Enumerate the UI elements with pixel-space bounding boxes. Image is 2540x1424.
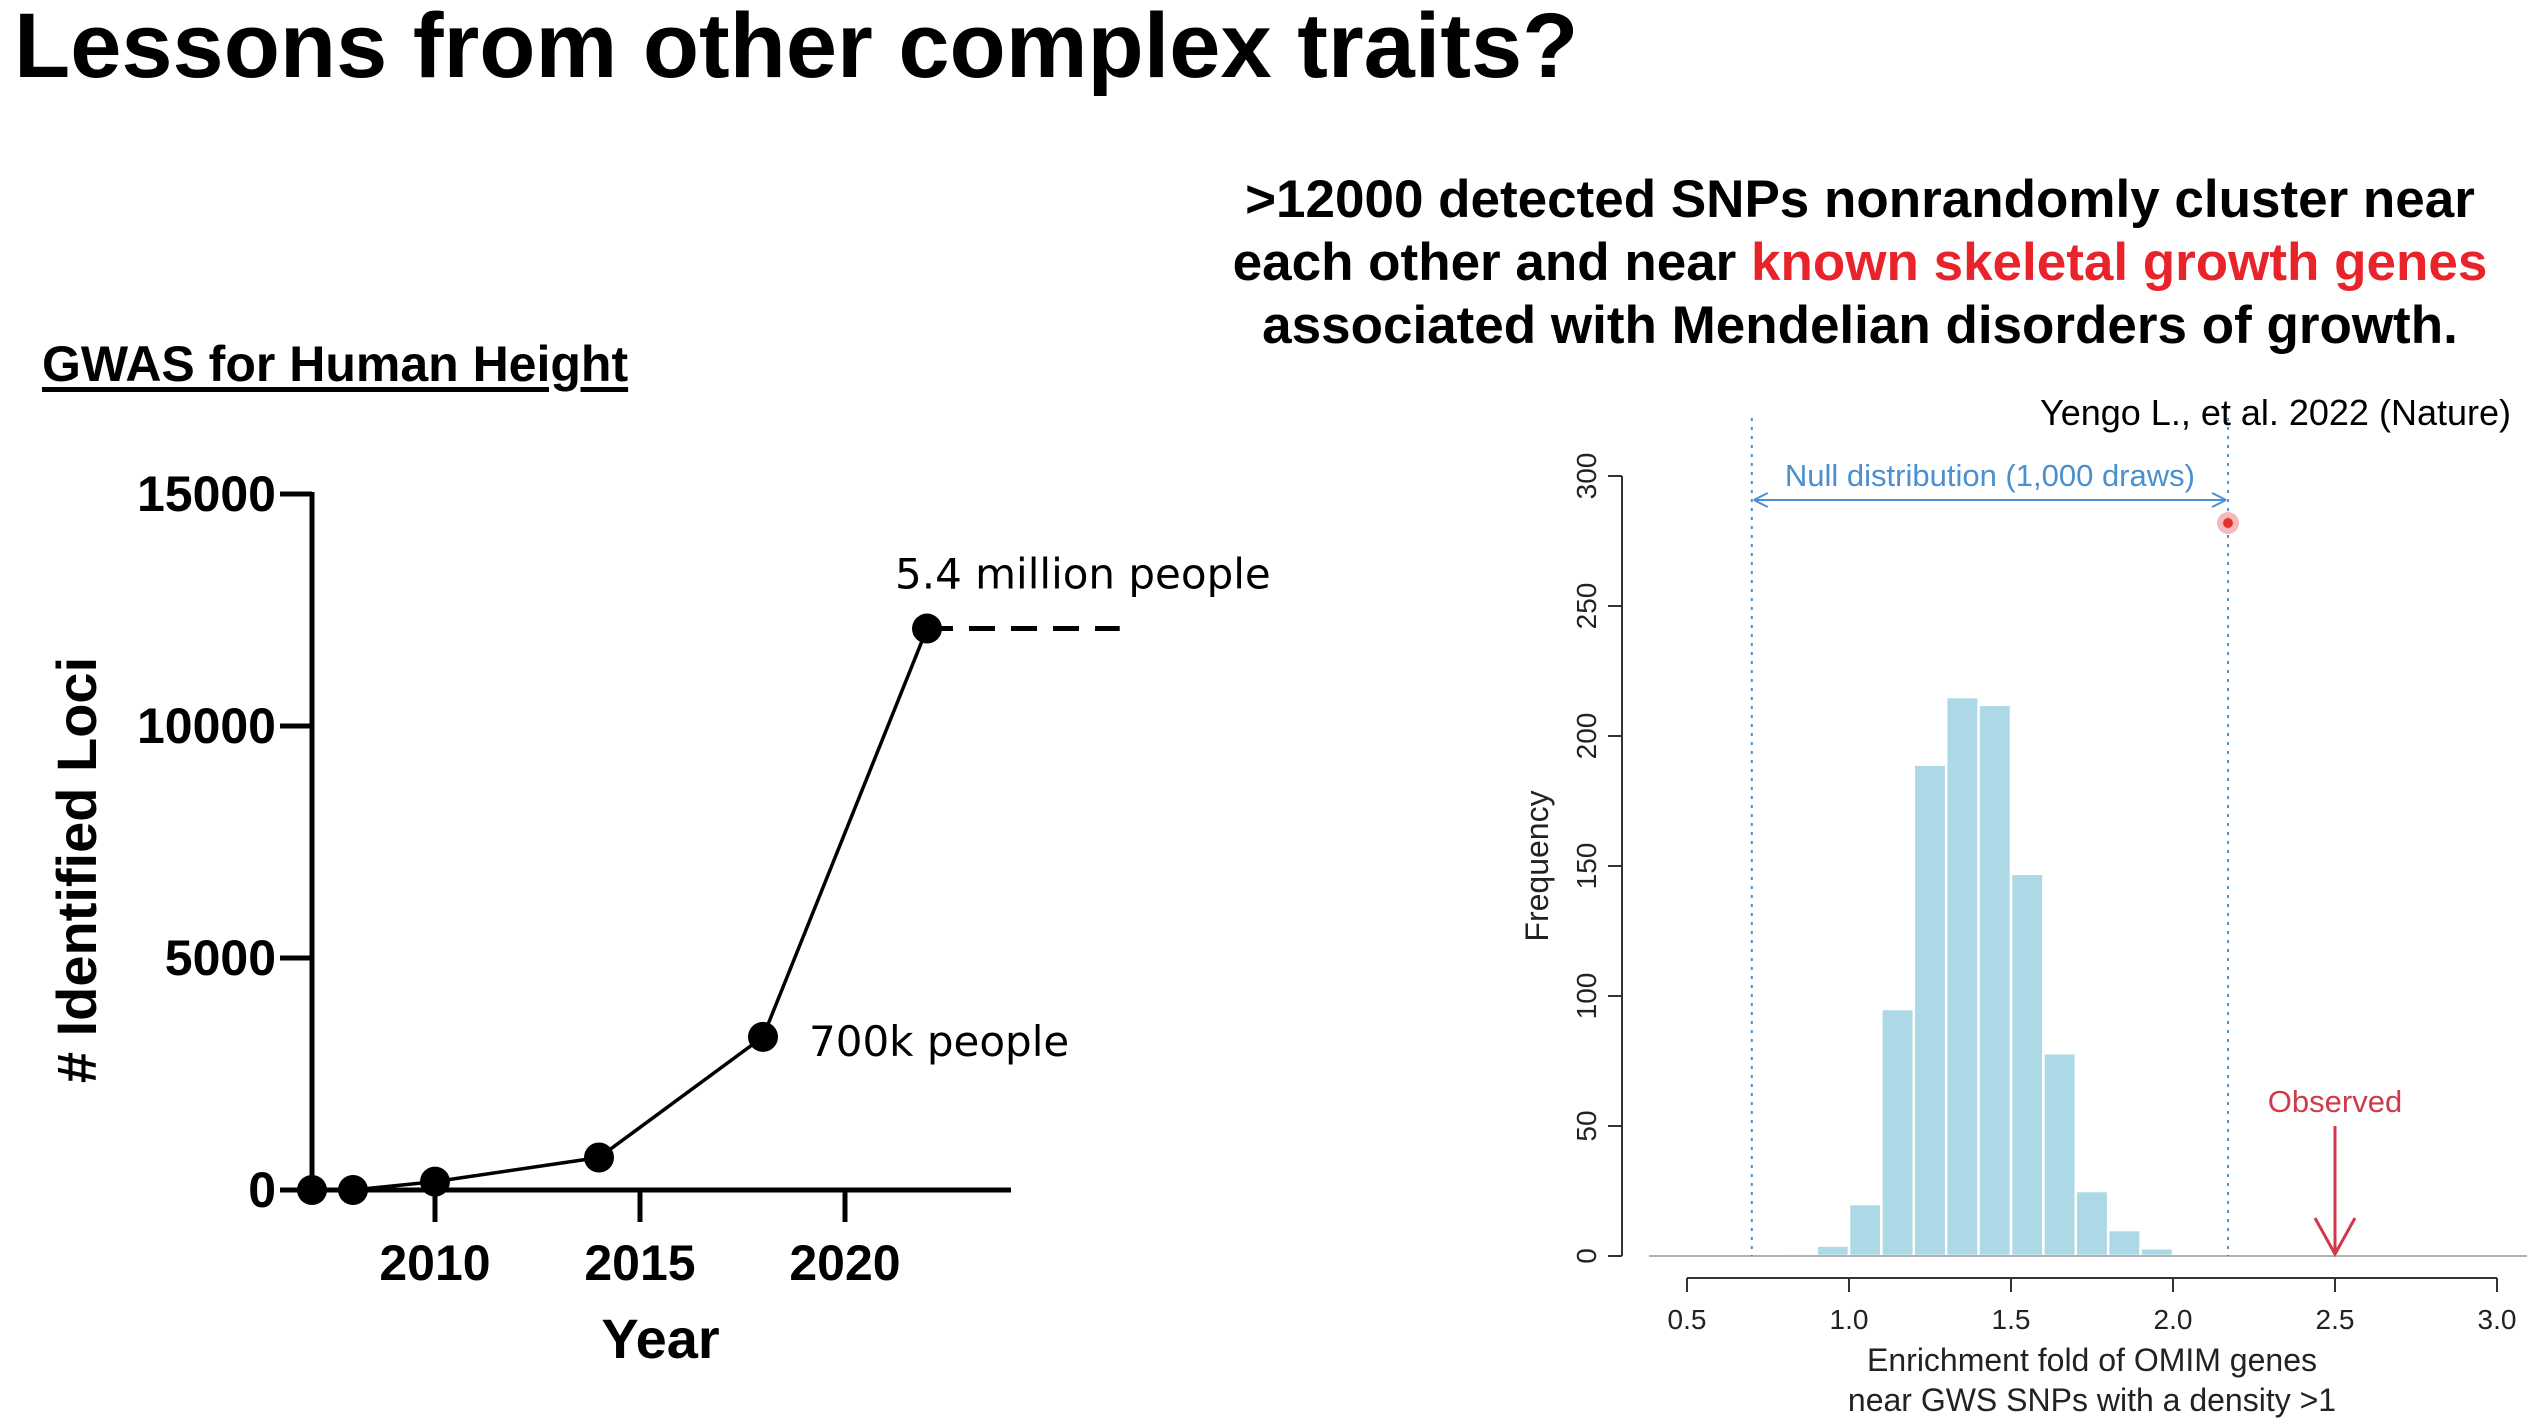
histogram-bar bbox=[2074, 1189, 2110, 1258]
data-point bbox=[584, 1142, 614, 1173]
y-tick-label: 300 bbox=[1571, 453, 1602, 500]
y-tick-label: 100 bbox=[1571, 973, 1602, 1020]
x-tick-label: 2015 bbox=[584, 1235, 695, 1291]
x-axis-label-line-1: Enrichment fold of OMIM genes bbox=[1867, 1342, 2317, 1378]
histogram-bar bbox=[2106, 1228, 2142, 1258]
x-axis-label-line-2: near GWS SNPs with a density >1 bbox=[1848, 1382, 2336, 1418]
y-tick-label: 250 bbox=[1571, 583, 1602, 630]
x-tick-label: 1.0 bbox=[1830, 1304, 1869, 1335]
histogram-bar bbox=[1944, 695, 1980, 1258]
citation: Yengo L., et al. 2022 (Nature) bbox=[2040, 392, 2511, 433]
observed-label: Observed bbox=[2268, 1084, 2402, 1119]
slide-title: Lessons from other complex traits? bbox=[14, 0, 1579, 97]
histogram-bar bbox=[2139, 1246, 2175, 1258]
data-point bbox=[338, 1175, 368, 1205]
histogram-bar bbox=[1815, 1244, 1851, 1258]
histogram-bar bbox=[1912, 763, 1948, 1258]
enrichment-histogram: 0.5 1.0 1.5 2.0 2.5 3.0 Enrichment fold of OMI… bbox=[1519, 418, 2527, 1418]
x-tick-label: 2.0 bbox=[2154, 1304, 2193, 1335]
headline-highlight: known skeletal growth genes bbox=[1751, 233, 2488, 292]
histogram-bar bbox=[2009, 872, 2045, 1258]
y-tick-label: 0 bbox=[1571, 1248, 1602, 1264]
null-range-arrowhead-left bbox=[1753, 492, 1769, 508]
y-axis-label: Frequency bbox=[1519, 790, 1555, 941]
gwas-chart-title: GWAS for Human Height bbox=[42, 336, 629, 392]
y-tick-label: 50 bbox=[1571, 1110, 1602, 1141]
null-range-label: Null distribution (1,000 draws) bbox=[1785, 458, 2195, 493]
gwas-line-chart: 0 5000 10000 15000 2010 2015 2020 Year # Identif… bbox=[45, 466, 1271, 1370]
headline-line-2: each other and near known skeletal growt… bbox=[1180, 231, 2540, 294]
headline-line-2-pre: each other and near bbox=[1232, 233, 1752, 292]
histogram-bar bbox=[1880, 1007, 1916, 1258]
headline-line-3: associated with Mendelian disorders of g… bbox=[1262, 296, 2458, 355]
y-tick-label: 5000 bbox=[165, 930, 276, 986]
headline-line-1: >12000 detected SNPs nonrandomly cluster… bbox=[1245, 170, 2475, 229]
x-tick-label: 3.0 bbox=[2478, 1304, 2517, 1335]
x-tick-label: 0.5 bbox=[1668, 1304, 1707, 1335]
x-tick-label: 2010 bbox=[379, 1235, 490, 1291]
x-tick-label: 2.5 bbox=[2316, 1304, 2355, 1335]
data-point bbox=[420, 1166, 450, 1197]
y-tick-label: 0 bbox=[248, 1162, 276, 1218]
y-tick-label: 15000 bbox=[137, 466, 276, 522]
y-tick-label: 150 bbox=[1571, 843, 1602, 890]
cursor-highlight-dot bbox=[2223, 518, 2233, 528]
data-point bbox=[297, 1175, 327, 1205]
y-axis-label: # Identified Loci bbox=[45, 657, 108, 1083]
data-point bbox=[912, 613, 942, 644]
x-tick-label: 1.5 bbox=[1992, 1304, 2031, 1335]
observed-arrowhead bbox=[2313, 1217, 2357, 1258]
x-axis-label: Year bbox=[601, 1307, 719, 1370]
headline: >12000 detected SNPs nonrandomly cluster… bbox=[1180, 168, 2540, 357]
x-tick-label: 2020 bbox=[789, 1235, 900, 1291]
null-range-arrowhead-right bbox=[2211, 492, 2227, 508]
loci-series-line bbox=[312, 627, 929, 1192]
histogram-bar bbox=[2042, 1051, 2078, 1258]
annotation-5-4-million: 5.4 million people bbox=[895, 550, 1271, 599]
y-tick-label: 10000 bbox=[137, 698, 276, 754]
data-point bbox=[748, 1021, 778, 1052]
y-tick-label: 200 bbox=[1571, 713, 1602, 760]
annotation-700k: 700k people bbox=[809, 1017, 1069, 1066]
histogram-bar bbox=[1977, 703, 2013, 1258]
histogram-bar bbox=[1847, 1202, 1883, 1258]
